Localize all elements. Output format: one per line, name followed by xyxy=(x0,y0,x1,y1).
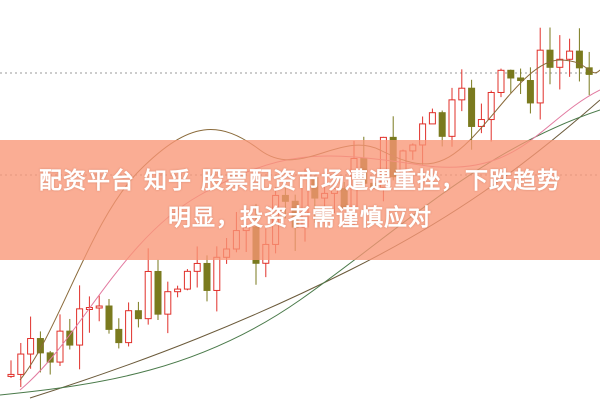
candle-body xyxy=(7,373,15,377)
candle-body xyxy=(193,262,201,272)
candle-body xyxy=(448,99,456,137)
candle-body xyxy=(477,119,485,127)
candle-body xyxy=(174,288,182,293)
candle-body xyxy=(458,87,466,101)
candle-body xyxy=(183,270,191,290)
candle-body xyxy=(487,91,495,121)
candle-body xyxy=(125,310,133,344)
candle-body xyxy=(164,291,172,315)
candle-body xyxy=(526,80,534,104)
candle-body xyxy=(154,270,162,315)
headline-line-1: 配资平台 知乎 股票配资市场遭遇重挫，下跌趋势 xyxy=(38,168,561,194)
candle-body xyxy=(497,69,505,93)
candle-body xyxy=(36,338,44,354)
candle-body xyxy=(115,328,123,344)
candle-body xyxy=(536,49,544,104)
headline-line-2: 明显，投资者需谨慎应对 xyxy=(168,205,432,231)
candle-body xyxy=(95,305,103,309)
candle-body xyxy=(468,87,476,127)
candle-body xyxy=(27,338,35,355)
candle-body xyxy=(46,352,54,363)
candle-body xyxy=(566,50,574,60)
candle-body xyxy=(203,262,211,291)
candle-body xyxy=(546,49,554,68)
candle-body xyxy=(556,58,564,68)
candle-body xyxy=(134,310,142,320)
candle-body xyxy=(585,67,593,75)
candle-body xyxy=(213,256,221,291)
candle-body xyxy=(507,69,515,79)
headline-banner: 配资平台 知乎 股票配资市场遭遇重挫，下跌趋势 明显，投资者需谨慎应对 xyxy=(0,140,600,260)
candle-body xyxy=(428,112,436,125)
candle-body xyxy=(76,308,84,346)
candle-body xyxy=(105,305,113,330)
candle-body xyxy=(575,50,583,69)
candle-body xyxy=(17,353,25,375)
candle-body xyxy=(144,270,152,320)
candle-body xyxy=(56,330,64,363)
candle-body xyxy=(438,112,446,137)
